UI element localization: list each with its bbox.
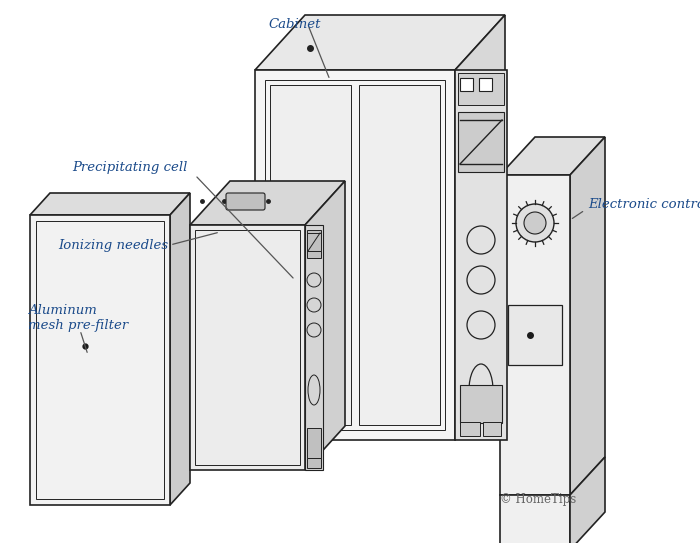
Bar bbox=[265, 80, 445, 430]
Bar bbox=[30, 215, 170, 505]
Bar bbox=[305, 225, 323, 470]
Bar bbox=[359, 85, 440, 425]
Polygon shape bbox=[305, 181, 345, 470]
Text: Aluminum
mesh pre-filter: Aluminum mesh pre-filter bbox=[28, 304, 128, 332]
Polygon shape bbox=[30, 193, 190, 215]
Bar bbox=[483, 422, 501, 436]
Bar bbox=[460, 78, 473, 91]
Bar bbox=[460, 422, 480, 436]
FancyBboxPatch shape bbox=[226, 193, 265, 210]
Bar bbox=[307, 428, 321, 458]
Bar bbox=[307, 458, 321, 468]
Text: Cabinet: Cabinet bbox=[269, 18, 321, 31]
Polygon shape bbox=[170, 193, 190, 505]
Circle shape bbox=[524, 212, 546, 234]
Bar bbox=[458, 112, 504, 172]
Polygon shape bbox=[570, 457, 605, 543]
Bar bbox=[255, 70, 455, 440]
Bar bbox=[500, 495, 570, 543]
Bar bbox=[195, 230, 300, 465]
Bar bbox=[307, 230, 321, 258]
Polygon shape bbox=[255, 15, 505, 70]
Text: Ionizing needles: Ionizing needles bbox=[58, 238, 168, 251]
Bar bbox=[500, 175, 570, 495]
Circle shape bbox=[516, 204, 554, 242]
Text: © HomeTips: © HomeTips bbox=[500, 494, 576, 507]
Bar bbox=[270, 85, 351, 425]
Bar bbox=[455, 70, 507, 440]
Bar bbox=[508, 305, 562, 365]
Polygon shape bbox=[455, 15, 505, 440]
Bar bbox=[460, 385, 502, 423]
Text: Electronic controls: Electronic controls bbox=[588, 199, 700, 212]
Bar bbox=[479, 78, 492, 91]
Polygon shape bbox=[500, 137, 605, 175]
Polygon shape bbox=[570, 137, 605, 495]
Bar bbox=[458, 73, 504, 105]
Polygon shape bbox=[190, 181, 345, 225]
Text: Precipitating cell: Precipitating cell bbox=[72, 161, 188, 174]
Bar bbox=[36, 221, 164, 499]
Bar bbox=[190, 225, 305, 470]
